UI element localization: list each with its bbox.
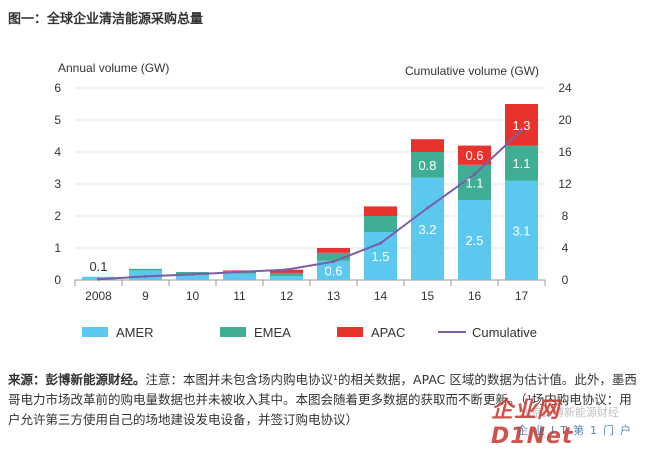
legend-label-apac: APAC [371,325,405,340]
x-tick-label: 12 [280,289,294,303]
source-text: 注意：本图并未包含场内购电协议¹的相关数据，APAC 区域的数据为估计值。此外，… [8,372,637,427]
x-tick-label: 13 [327,289,341,303]
bar-apac [411,139,444,152]
x-tick-label: 11 [233,289,246,303]
legend-swatch-apac [337,327,363,337]
y2-axis-label: Cumulative volume (GW) [405,64,539,78]
bar-emea [270,272,303,277]
bar-apac [458,145,491,165]
bar-emea [411,152,444,178]
y2-tick-label: 12 [558,177,572,191]
x-tick-label: 16 [468,289,482,303]
x-tick-label: 10 [186,289,200,303]
x-tick-label: 17 [515,289,529,303]
data-label: 1.3 [512,118,530,133]
y-tick-label: 2 [54,209,61,223]
watermark-logo: 企业网D1Net [491,398,574,449]
y2-tick-label: 24 [558,81,572,95]
cumulative-point [332,260,335,264]
y-axis-label: Annual volume (GW) [58,61,169,75]
watermark: 北京彭博新能源财经 企业网D1Net 企业IT第1门户 [491,392,641,449]
bar-amer [176,275,209,280]
y-tick-label: 6 [54,81,61,95]
bar-apac [505,104,538,146]
x-tick-label: 14 [374,289,388,303]
cumulative-point [379,241,382,245]
bar-amer [270,276,303,280]
legend-swatch-emea [220,327,246,337]
bar-amer [411,177,444,280]
cumulative-point [426,206,429,210]
bar-emea [364,216,397,232]
y-tick-label: 5 [54,113,61,127]
data-label: 3.2 [418,222,436,237]
legend-label-emea: EMEA [254,325,291,340]
data-label: 0.6 [465,148,483,163]
legend-label-cumulative: Cumulative [472,325,537,340]
data-label: 0.6 [324,263,342,278]
cumulative-point [191,272,194,276]
bar-apac [317,248,350,253]
y-tick-label: 0 [54,273,61,287]
y2-tick-label: 8 [562,209,569,223]
data-label: 1.1 [512,156,530,171]
bar-apac [364,206,397,216]
y2-tick-label: 0 [562,273,569,287]
data-label: 1.1 [465,175,483,190]
bar-amer [317,260,350,280]
cumulative-point [144,274,147,278]
bar-amer [223,273,256,280]
y-tick-label: 3 [54,177,61,191]
source-lead: 来源：彭博新能源财经。 [8,372,146,387]
y2-tick-label: 16 [558,145,572,159]
data-label: 0.8 [418,158,436,173]
watermark-sub: 企业IT第1门户 [517,424,637,437]
cumulative-line [98,129,523,281]
data-label: 1.5 [371,249,389,264]
source-note: 来源：彭博新能源财经。注意：本图并未包含场内购电协议¹的相关数据，APAC 区域… [8,370,644,430]
bar-amer [458,200,491,280]
data-label: 0.1 [89,259,107,274]
y2-tick-label: 20 [558,113,572,127]
y2-tick-label: 4 [562,241,569,255]
x-tick-label: 15 [421,289,435,303]
data-label: 3.1 [512,223,530,238]
y-tick-label: 1 [54,241,61,255]
x-tick-label: 9 [142,289,149,303]
legend-swatch-amer [82,327,108,337]
cumulative-point [520,128,523,132]
watermark-faint: 北京彭博新能源财经 [520,406,619,419]
bar-apac [270,269,303,273]
legend-label-amer: AMER [116,325,154,340]
cumulative-point [285,268,288,272]
y-tick-label: 4 [54,145,61,159]
chart: Annual volume (GW) Cumulative volume (GW)… [54,61,572,340]
x-tick-label: 2008 [85,289,112,303]
bar-amer [364,232,397,280]
bar-emea [317,252,350,261]
cumulative-point [473,172,476,176]
cumulative-point [238,270,241,274]
data-label: 2.5 [465,233,483,248]
bar-emea [129,268,162,271]
cumulative-point [97,277,100,281]
bar-amer [505,180,538,280]
bar-emea [505,145,538,181]
figure-title: 图一：全球企业清洁能源采购总量 [8,12,204,27]
